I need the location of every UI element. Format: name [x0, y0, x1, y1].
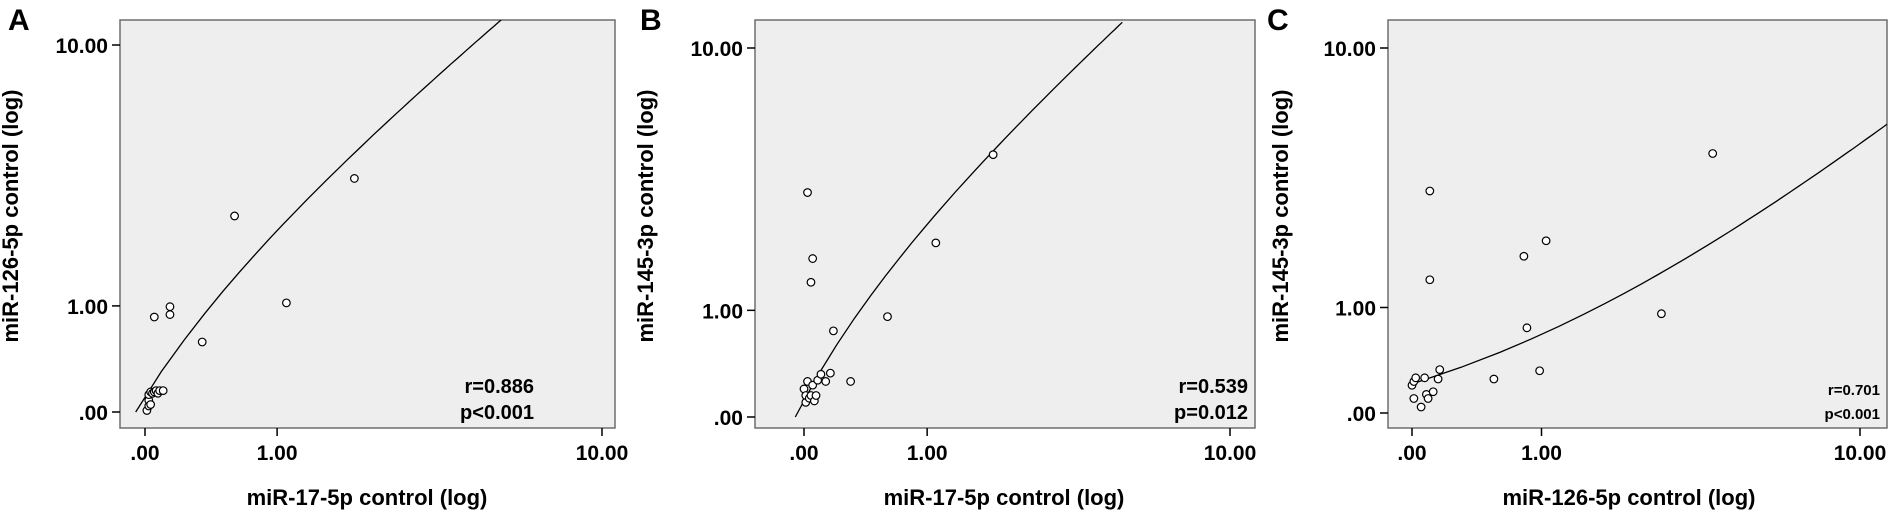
panel-a-x-tick-label: .00 [130, 442, 159, 465]
panel-b-x-axis-title: miR-17-5p control (log) [884, 485, 1125, 510]
panel-a-plot-area [119, 19, 616, 429]
panel-c-data-point [1657, 309, 1666, 319]
panel-c-panel-letter: C [1267, 4, 1289, 37]
panel-b-data-point [988, 150, 998, 160]
panel-a-p-value: p<0.001 [460, 402, 534, 424]
panel-a-r-value: r=0.886 [464, 376, 534, 398]
panel-b: .00 .00 1.00 1.00 10.00 10.00 r=0.539 p=0.012 mi… [633, 4, 1256, 510]
panel-a-data-point [165, 310, 175, 319]
panel-c-data-point [1489, 374, 1499, 384]
panel-b-x-tick-label: 1.00 [907, 442, 948, 465]
panel-c-data-point [1433, 374, 1443, 384]
panel-c-data-point [1522, 323, 1532, 333]
panel-b-data-point [803, 188, 812, 197]
panel-c-p-value: p<0.001 [1825, 406, 1880, 423]
panel-a-fit-line [135, 20, 503, 413]
panel-c-data-point [1428, 387, 1438, 397]
panel-c-data-point [1519, 251, 1529, 261]
panel-b-data-point [883, 312, 892, 322]
panel-c-data-point [1411, 373, 1421, 383]
panel-c-y-axis-title: miR-145-3p control (log) [1268, 89, 1293, 342]
panel-c-data-point [1425, 275, 1435, 285]
panel-a-y-tick-label: 1.00 [67, 296, 108, 319]
panel-a-data-point [349, 174, 359, 183]
panel-b-data-point [811, 391, 821, 400]
panel-c-x-tick-label: 1.00 [1521, 442, 1562, 465]
panel-c-data-point [1535, 366, 1545, 376]
panel-b-y-tick-label: .00 [714, 407, 743, 430]
panel-c-plot-area [1387, 19, 1888, 429]
panel-c-y-tick-label: .00 [1347, 403, 1376, 426]
panel-b-data-point [821, 377, 831, 386]
panel-b-data-point [829, 326, 838, 336]
panel-b-y-tick-label: 1.00 [702, 300, 743, 323]
panel-c-data-point [1708, 149, 1718, 158]
panel-c-x-tick-label: .00 [1397, 442, 1426, 465]
panel-b-panel-letter: B [640, 4, 662, 37]
panel-b-data-point [806, 277, 816, 287]
panel-b-data-point [808, 254, 818, 263]
panel-b-y-tick-label: 10.00 [690, 38, 743, 61]
panel-b-data-point [846, 377, 856, 386]
panel-c-data-point [1409, 394, 1419, 403]
panel-c-y-tick-label: 1.00 [1335, 297, 1376, 320]
panel-c-fit-line [1411, 123, 1887, 385]
panel-c-data-point [1435, 365, 1445, 374]
panel-c-x-tick-label: 10.00 [1834, 442, 1887, 465]
panel-a-y-axis-title: miR-126-5p control (log) [0, 89, 23, 342]
panel-a-data-point [282, 298, 291, 308]
panel-b-y-axis-title: miR-145-3p control (log) [633, 89, 658, 342]
panel-c-data-point [1425, 186, 1435, 196]
panel-b-r-value: r=0.539 [1178, 376, 1248, 398]
panel-c-y-tick-label: 10.00 [1323, 38, 1376, 61]
panel-a-data-point [149, 312, 159, 322]
panel-a-x-tick-label: 1.00 [257, 442, 298, 465]
panel-c-r-value: r=0.701 [1828, 382, 1880, 399]
panel-a-y-tick-label: 10.00 [55, 35, 108, 58]
panel-c: .00 .00 1.00 1.00 10.00 10.00 r=0.701 p<0.001 mi… [1267, 4, 1888, 510]
panel-a-x-tick-label: 10.00 [576, 442, 629, 465]
panel-b-plot-area [754, 19, 1256, 429]
panel-b-x-tick-label: 10.00 [1204, 442, 1257, 465]
panel-a: .00 .00 1.00 1.00 10.00 10.00 r=0.886 p<0.001 mi… [0, 4, 628, 510]
panel-b-x-tick-label: .00 [789, 442, 818, 465]
panel-c-data-point [1541, 236, 1551, 246]
panel-a-data-point [146, 400, 156, 409]
panel-a-data-point [165, 302, 175, 312]
panel-a-data-point [197, 337, 207, 347]
panel-a-y-tick-label: .00 [79, 402, 108, 425]
panel-a-panel-letter: A [8, 4, 30, 37]
panel-b-p-value: p=0.012 [1174, 402, 1248, 424]
panel-b-data-point [816, 369, 826, 379]
panel-c-data-point [1416, 402, 1426, 412]
panel-c-data-point [1420, 373, 1430, 383]
panel-b-fit-line [794, 21, 1123, 418]
panel-b-data-point [825, 368, 835, 378]
panel-b-data-point [931, 238, 941, 248]
panel-a-data-point [158, 386, 168, 396]
panel-c-x-axis-title: miR-126-5p control (log) [1502, 485, 1755, 510]
panel-c-data-point [1423, 394, 1433, 403]
panel-a-x-axis-title: miR-17-5p control (log) [247, 485, 488, 510]
panel-a-data-point [230, 211, 239, 221]
